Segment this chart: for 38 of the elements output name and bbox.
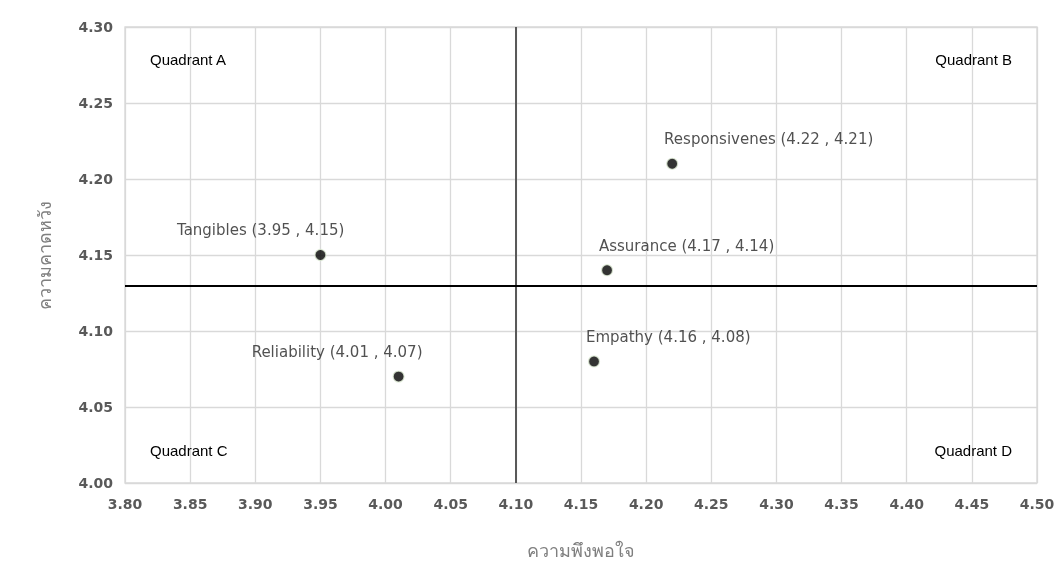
data-label: Reliability (4.01 , 4.07) <box>251 343 423 361</box>
x-tick-label: 3.80 <box>107 496 143 512</box>
annotation: Quadrant D <box>934 442 1013 459</box>
y-tick-label: 4.00 <box>78 475 114 491</box>
x-axis-title: ความพึงพอใจ <box>527 539 635 561</box>
point <box>392 370 405 383</box>
data-label: Assurance (4.17 , 4.14) <box>598 236 775 255</box>
annotation: Quadrant B <box>935 51 1012 68</box>
x-tick-label: 4.40 <box>889 496 925 512</box>
x-tick-label: 3.85 <box>172 496 208 512</box>
y-tick-label: 4.20 <box>78 171 114 187</box>
x-tick-label: 4.00 <box>368 496 404 512</box>
x-tick-label: 4.20 <box>628 496 664 512</box>
y-tick-label: 4.25 <box>78 95 113 111</box>
y-tick-label: 4.30 <box>78 19 114 35</box>
x-tick-label: 4.05 <box>433 496 468 512</box>
x-tick-label: 3.90 <box>238 496 273 512</box>
x-tick-label: 4.15 <box>563 496 599 512</box>
y-axis-title: ความคาดหวัง <box>33 200 55 310</box>
annotation: Quadrant A <box>150 51 226 68</box>
data-label: Empathy (4.16 , 4.08) <box>585 327 751 346</box>
point <box>314 248 327 262</box>
point <box>666 157 679 170</box>
data-label: Responsivenes (4.22 , 4.21) <box>664 130 874 149</box>
x-tick-label: 4.45 <box>954 496 990 512</box>
x-tick-label: 4.50 <box>1019 496 1055 512</box>
point <box>600 264 614 277</box>
data-label: Tangibles (3.95 , 4.15) <box>175 221 345 240</box>
x-tick-label: 3.95 <box>303 496 338 512</box>
x-tick-label: 4.10 <box>498 496 534 512</box>
y-tick-label: 4.10 <box>78 323 114 339</box>
x-tick-label: 4.25 <box>694 496 729 512</box>
y-tick-label: 4.05 <box>78 399 113 415</box>
x-tick-label: 4.30 <box>759 496 794 512</box>
y-tick-label: 4.15 <box>78 247 113 263</box>
point <box>587 355 601 368</box>
annotation: Quadrant C <box>150 442 228 459</box>
x-tick-label: 4.35 <box>824 496 859 512</box>
